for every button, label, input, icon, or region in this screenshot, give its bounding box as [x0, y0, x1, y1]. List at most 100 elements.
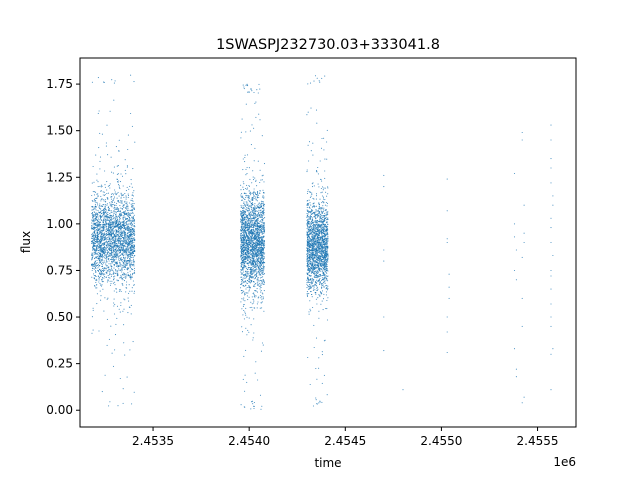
data-point [103, 250, 105, 252]
data-point [242, 280, 244, 282]
data-point [126, 232, 129, 234]
data-point [125, 218, 127, 220]
data-point [122, 204, 124, 206]
data-point [261, 236, 263, 238]
data-point [91, 257, 93, 259]
data-point [108, 210, 110, 212]
data-point [257, 301, 259, 303]
data-point [242, 206, 244, 208]
data-point [113, 166, 115, 168]
data-point [104, 297, 106, 299]
data-point [103, 81, 105, 83]
data-point [103, 273, 105, 275]
data-point [114, 218, 116, 220]
data-point [99, 214, 101, 216]
data-point [128, 284, 130, 286]
data-point [101, 250, 103, 252]
data-point [101, 277, 104, 279]
data-point [244, 227, 246, 229]
data-point [314, 273, 316, 275]
data-point [103, 238, 106, 240]
data-point [118, 290, 120, 292]
data-point [96, 287, 98, 289]
data-point [109, 217, 111, 219]
data-point [114, 251, 116, 253]
data-point [93, 278, 96, 280]
data-point [99, 258, 101, 260]
data-point [96, 197, 98, 199]
data-point [261, 256, 263, 258]
data-point [108, 222, 110, 224]
data-point [255, 210, 257, 212]
data-point [125, 263, 127, 265]
data-point [249, 307, 251, 309]
data-point [244, 277, 246, 280]
data-point [264, 262, 266, 264]
data-point [96, 253, 98, 255]
data-point [131, 226, 133, 228]
data-point [101, 265, 103, 268]
data-point [260, 264, 262, 266]
data-point [121, 231, 123, 233]
data-point [96, 239, 98, 241]
data-point [107, 275, 109, 277]
data-point [121, 232, 123, 234]
data-point [245, 187, 247, 190]
data-point [105, 209, 108, 211]
data-point [129, 217, 131, 220]
data-point [244, 255, 247, 257]
data-point [93, 232, 95, 234]
data-point [104, 184, 106, 186]
data-point [245, 217, 247, 219]
data-point [107, 198, 109, 200]
data-point [261, 307, 263, 309]
data-point [97, 223, 99, 225]
data-point [96, 231, 98, 233]
data-point [112, 215, 114, 217]
data-point [96, 246, 98, 249]
data-point [107, 256, 109, 258]
data-point [120, 215, 122, 217]
data-point [243, 290, 245, 293]
data-point [263, 253, 265, 255]
data-point [107, 246, 109, 248]
data-point [106, 271, 108, 273]
data-point [116, 178, 119, 180]
data-point [258, 236, 261, 238]
data-point [131, 243, 133, 245]
data-point [95, 216, 97, 218]
data-point [129, 213, 131, 215]
data-point [255, 223, 257, 225]
data-point [94, 239, 96, 241]
data-point [99, 270, 101, 272]
data-point [122, 233, 124, 235]
data-point [250, 324, 252, 326]
data-point [118, 209, 120, 211]
data-point [131, 198, 133, 200]
data-point [131, 194, 133, 196]
data-point [241, 263, 243, 265]
data-point [132, 211, 134, 214]
data-point [121, 248, 123, 250]
data-point [126, 263, 128, 265]
data-point [116, 262, 118, 264]
data-point [255, 261, 257, 263]
data-point [92, 165, 94, 168]
data-point [124, 227, 126, 229]
data-point [108, 239, 110, 241]
data-point [262, 344, 264, 346]
data-point [105, 259, 107, 261]
data-point [258, 83, 260, 85]
data-point [98, 222, 100, 224]
data-point [253, 217, 255, 219]
data-point [117, 242, 119, 244]
data-point [114, 272, 117, 274]
data-point [114, 256, 116, 258]
data-point [91, 213, 93, 215]
data-point [100, 275, 102, 277]
data-point [248, 190, 250, 192]
data-point [130, 242, 132, 244]
data-point [126, 233, 129, 235]
data-point [260, 286, 262, 289]
data-point [250, 231, 252, 233]
